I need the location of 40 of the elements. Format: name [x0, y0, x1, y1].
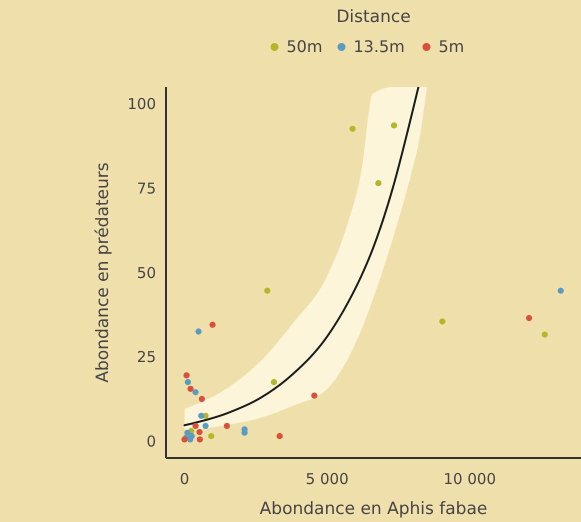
point	[208, 432, 214, 440]
point	[542, 331, 548, 338]
y-tick-label: 50	[136, 264, 156, 282]
point	[187, 386, 194, 392]
point	[270, 379, 278, 386]
point	[311, 392, 318, 399]
legend-label: 5m	[438, 37, 464, 56]
legend-label: 13.5m	[354, 37, 405, 56]
point	[390, 122, 398, 129]
y-tick-label: 100	[127, 95, 156, 114]
point	[183, 372, 190, 378]
x-axis-title: Abondance en Aphis fabae	[260, 499, 488, 519]
point	[196, 436, 203, 443]
point	[439, 318, 446, 324]
x-tick-label: 10 000	[444, 470, 496, 488]
y-tick-label: 75	[136, 179, 156, 198]
point	[558, 288, 564, 294]
legend-title: Distance	[336, 7, 411, 27]
point	[184, 379, 191, 386]
point	[198, 396, 205, 402]
point	[195, 328, 202, 335]
point	[188, 432, 195, 440]
point	[349, 126, 356, 132]
point	[224, 422, 230, 430]
legend-label: 50m	[286, 37, 322, 56]
point	[375, 180, 382, 186]
y-axis-title: Abondance en prédateurs	[93, 162, 113, 383]
point	[196, 428, 203, 436]
point	[264, 288, 270, 294]
x-tick-label: 5 000	[306, 470, 349, 488]
point	[198, 412, 204, 419]
y-tick-label: 0	[146, 432, 156, 450]
point	[192, 422, 199, 430]
x-tick-label: 0	[180, 470, 190, 488]
point	[202, 422, 209, 430]
y-tick-label: 25	[136, 348, 156, 366]
point	[276, 432, 283, 440]
point	[192, 389, 199, 396]
point	[526, 314, 532, 322]
point	[209, 322, 216, 328]
